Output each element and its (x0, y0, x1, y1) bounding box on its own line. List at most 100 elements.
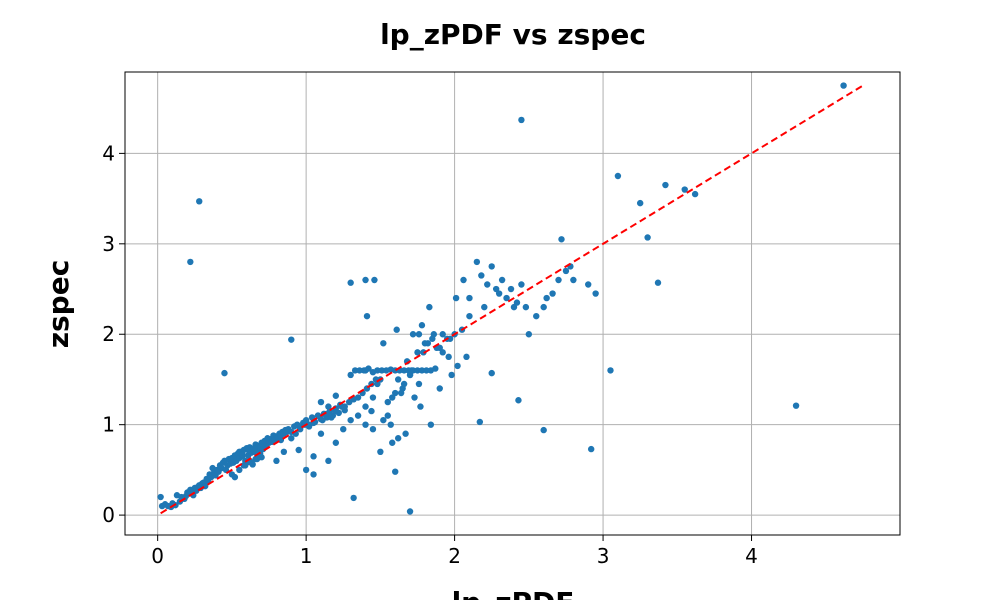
scatter-point (231, 473, 239, 481)
scatter-point (540, 426, 547, 434)
scatter-point (411, 394, 418, 401)
scatter-point (245, 446, 252, 454)
scatter-point (295, 446, 302, 454)
scatter-point (196, 198, 203, 205)
scatter-point (384, 398, 391, 406)
scatter-point (363, 312, 371, 320)
scatter-point (325, 457, 332, 465)
scatter-point (340, 425, 347, 433)
scatter-point (250, 444, 258, 452)
scatter-point (406, 508, 414, 515)
scatter-point (558, 236, 565, 243)
scatter-point (328, 414, 335, 421)
scatter-point (448, 371, 455, 379)
x-tick-label: 1 (300, 544, 313, 568)
scatter-point (555, 276, 562, 284)
scatter-point (430, 331, 438, 338)
scatter-points (157, 82, 847, 515)
reference-line-segment (160, 84, 864, 515)
scatter-point (454, 362, 461, 370)
scatter-point (488, 263, 495, 270)
x-tick-label: 0 (151, 544, 164, 568)
scatter-point (414, 349, 421, 356)
scatter-point (792, 402, 800, 409)
scatter-point (341, 403, 348, 410)
scatter-point (368, 407, 375, 415)
scatter-point (840, 82, 847, 89)
scatter-point (614, 172, 622, 180)
scatter-point (332, 439, 340, 446)
x-axis-label: lp_zPDF (452, 586, 575, 600)
scatter-point (362, 367, 369, 374)
y-tick-label: 3 (102, 232, 115, 256)
scatter-point (445, 353, 452, 361)
scatter-point (350, 494, 357, 502)
scatter-point (418, 322, 426, 329)
scatter-point (402, 430, 409, 437)
scatter-point (543, 294, 550, 302)
scatter-point (466, 312, 473, 320)
scatter-point (319, 416, 326, 424)
scatter-point (378, 367, 386, 374)
reference-line (160, 84, 864, 515)
scatter-point (478, 272, 485, 279)
scatter-point (488, 369, 495, 377)
grid-lines (125, 72, 900, 535)
scatter-point (562, 267, 570, 275)
x-tick-label: 2 (448, 544, 461, 568)
scatter-point (187, 258, 194, 266)
scatter-point (221, 369, 228, 377)
scatter-point (644, 234, 651, 241)
scatter-point (417, 403, 424, 410)
plot-frame (124, 71, 901, 536)
scatter-point (549, 290, 556, 297)
scatter-point (681, 186, 688, 193)
x-tick-label: 3 (597, 544, 610, 568)
scatter-point (492, 285, 500, 293)
scatter-point (394, 376, 402, 383)
scatter-point (463, 353, 470, 361)
x-tick-label: 4 (745, 544, 758, 568)
scatter-point (377, 448, 384, 456)
scatter-point (369, 394, 377, 401)
scatter-point (476, 418, 484, 426)
scatter-point (394, 435, 402, 442)
scatter-point (384, 412, 391, 419)
scatter-point (288, 435, 295, 442)
y-tick-label: 4 (102, 141, 115, 165)
scatter-point (389, 439, 396, 446)
scatter-point (302, 466, 310, 474)
scatter-point (418, 367, 426, 374)
scatter-point (415, 380, 423, 388)
scatter-point (347, 416, 354, 424)
chart-title: lp_zPDF vs zspec (380, 18, 646, 51)
y-tick-label: 1 (102, 413, 115, 437)
scatter-point (439, 349, 446, 356)
scatter-point (585, 281, 592, 288)
scatter-point (354, 412, 362, 419)
scatter-point (347, 279, 354, 286)
scatter-point (498, 276, 506, 284)
scatter-point (369, 425, 377, 433)
scatter-point (288, 336, 295, 343)
scatter-point (518, 116, 525, 124)
scatter-point (495, 290, 503, 297)
scatter-point (362, 276, 369, 284)
scatter-point (157, 493, 164, 501)
scatter-point (473, 258, 481, 266)
scatter-point (466, 294, 473, 302)
scatter-point (533, 312, 540, 320)
scatter-point (317, 430, 325, 437)
scatter-point (393, 326, 400, 333)
scatter-point (374, 380, 381, 388)
scatter-point (439, 331, 446, 338)
scatter-point (406, 371, 414, 379)
scatter-point (424, 340, 432, 347)
scatter-point (522, 303, 530, 311)
scatter-point (436, 385, 443, 392)
scatter-point (356, 367, 363, 374)
scatter-point (392, 389, 399, 397)
scatter-point (314, 412, 322, 419)
scatter-point (347, 371, 354, 379)
scatter-point (325, 403, 332, 410)
